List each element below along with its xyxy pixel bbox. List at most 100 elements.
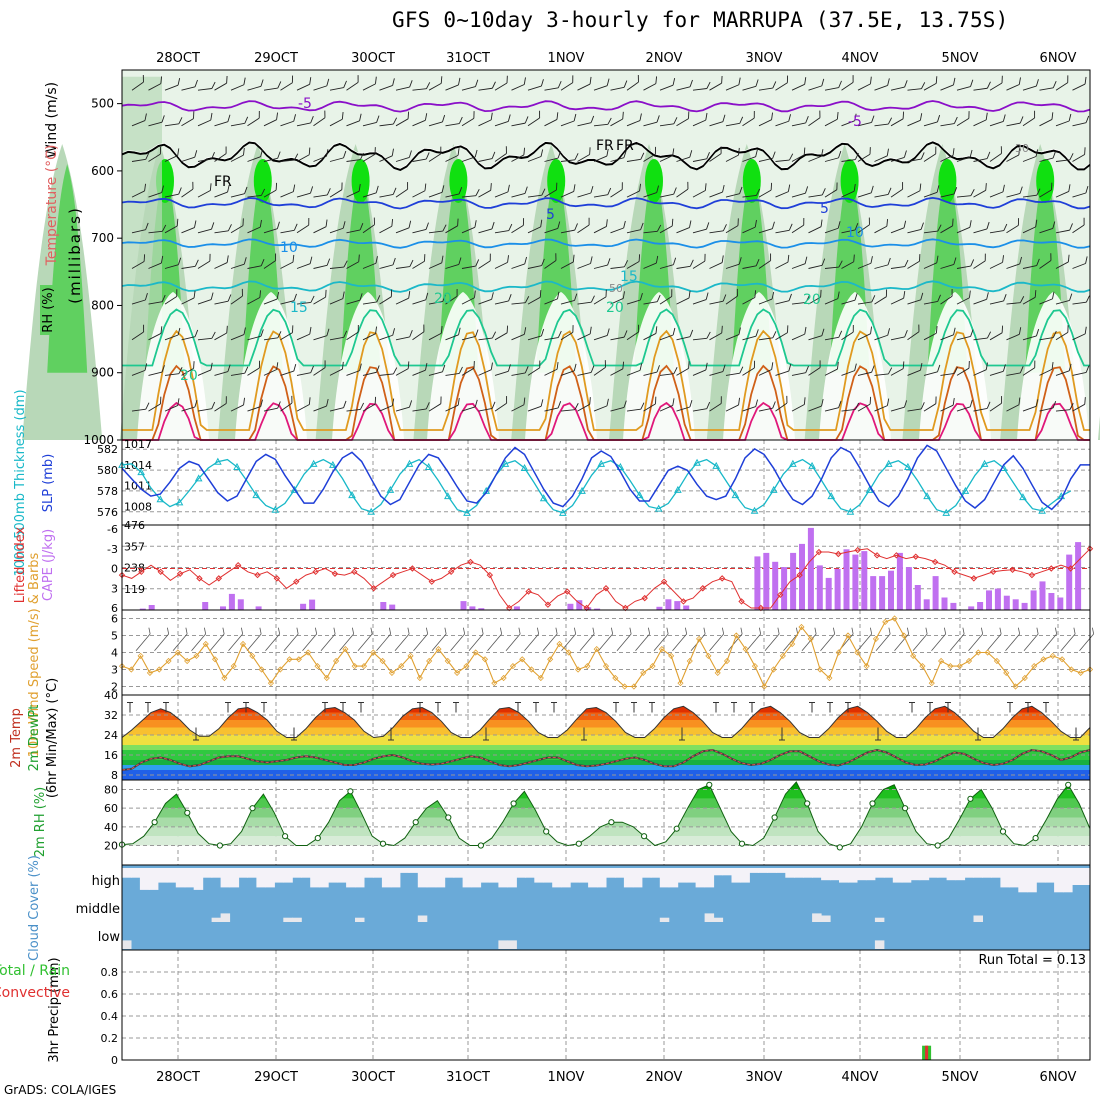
thickness-marker	[520, 463, 529, 471]
wind-barb-staff	[824, 189, 838, 198]
wind-barb	[626, 152, 645, 162]
wind-barb-staff	[742, 117, 755, 127]
wind-barb-feather	[227, 184, 230, 193]
temp-color-band	[122, 735, 1090, 745]
wind-barb-staff	[379, 264, 394, 269]
wind-barb-staff	[626, 229, 641, 234]
wind-barb-feather	[1003, 223, 1008, 231]
wind-barb-feather	[243, 147, 245, 156]
wind-barb-staff	[1039, 119, 1053, 127]
cloud-clear-cell	[426, 868, 437, 888]
wind-barb	[709, 75, 723, 91]
wind-barb-feather	[969, 220, 972, 228]
cloud-axis-label: Cloud Cover (%)	[27, 855, 42, 961]
wind-barb-staff	[280, 300, 295, 305]
wind-barb	[808, 328, 825, 341]
thickness-marker	[348, 491, 356, 499]
wind-barb	[395, 330, 413, 341]
thickness-marker	[865, 485, 874, 493]
wind-barb	[676, 290, 691, 305]
wind-barb	[247, 290, 262, 305]
wind-barb	[907, 222, 924, 234]
cape-bar	[825, 577, 832, 610]
wind-barb-feather	[786, 75, 789, 83]
li-marker	[893, 552, 900, 559]
wind-barb-staff	[692, 158, 707, 162]
wind-barb-feather	[721, 75, 723, 84]
wind-barb	[197, 112, 213, 127]
wind10m-barb-staff	[487, 633, 502, 652]
wind-barb-staff	[973, 87, 988, 91]
wind-barb-feather	[689, 79, 693, 87]
li-marker	[641, 594, 648, 602]
wind-barb-staff	[511, 193, 526, 198]
wind10m-barb-staff	[357, 633, 373, 652]
wind-barb-feather	[953, 187, 958, 195]
wind-barb	[1006, 296, 1025, 305]
wind-barb-feather	[952, 218, 954, 226]
wind-barb-staff	[395, 266, 410, 269]
wind-barb	[527, 328, 545, 341]
wind10m-marker	[928, 680, 935, 687]
wind-barb-staff	[775, 82, 788, 91]
wind-barb-feather	[937, 294, 941, 302]
wind-barb	[527, 399, 544, 412]
wind-barb-feather	[144, 292, 148, 301]
wind-barb-feather	[458, 116, 463, 124]
rh-dry-dome	[427, 292, 499, 440]
wind10m-marker	[686, 657, 693, 665]
wind-barb-staff	[478, 119, 492, 127]
wind-barb-feather	[176, 289, 178, 297]
wind-barb-staff	[263, 407, 278, 412]
wind-barb-feather	[935, 146, 937, 154]
wind-barb	[709, 224, 727, 234]
cloud-clear-cell	[480, 868, 490, 883]
wind-barb-feather	[161, 365, 165, 373]
wind-barb	[857, 365, 875, 376]
wind-barb	[758, 182, 773, 198]
wind-barb-staff	[1055, 229, 1070, 234]
rh-saturated-cell	[547, 159, 566, 203]
wind-barb-feather	[1001, 396, 1003, 404]
wind-barb	[692, 292, 709, 305]
wind-barb	[577, 185, 594, 198]
cloud-clear-cell	[883, 868, 894, 878]
wind-barb-staff	[742, 226, 756, 234]
wind-barb-staff	[709, 300, 724, 305]
wind-barb-feather	[260, 259, 265, 267]
wind-barb-feather	[392, 78, 395, 86]
wind-barb	[643, 326, 658, 341]
wind10m-marker	[509, 663, 516, 670]
wind-barb-staff	[478, 228, 493, 234]
wind-barb	[973, 401, 991, 412]
wind-barb	[181, 399, 198, 412]
wind-barb	[593, 328, 610, 341]
bottom-date-label: 3NOV	[746, 1070, 783, 1085]
wind-barb-staff	[362, 224, 375, 234]
bottom-date-label: 1NOV	[548, 1070, 585, 1085]
wind-barb	[643, 185, 660, 198]
wind-barb	[577, 115, 595, 127]
wind-barb-staff	[494, 300, 509, 305]
wind-barb	[1055, 75, 1069, 91]
wind-barb-staff	[412, 408, 427, 412]
wind10m-barb-staff	[968, 633, 983, 652]
wind10m-barb-staff	[598, 633, 613, 652]
upper-rh-label: RH (%)	[41, 287, 56, 332]
thickness-marker	[233, 462, 241, 470]
wind-barb	[346, 113, 362, 127]
wind-barb-feather	[704, 183, 707, 191]
wind-barb-feather	[523, 327, 527, 335]
wind-barb-feather	[357, 324, 359, 333]
wind-barb	[610, 80, 628, 91]
wind-barb-staff	[577, 192, 592, 198]
wind10m-axis-label: 10m Wind Speed (m/s) & Barbs	[27, 552, 42, 757]
wind-barb-feather	[524, 116, 529, 124]
wind-barb-staff	[544, 228, 558, 234]
wind-barb-feather	[145, 152, 150, 160]
cape-bar	[1057, 597, 1064, 610]
wind-barb-staff	[857, 301, 872, 305]
wind-barb-feather	[276, 362, 279, 370]
wind10m-barb	[561, 627, 577, 652]
wind-barb-staff	[445, 193, 460, 198]
